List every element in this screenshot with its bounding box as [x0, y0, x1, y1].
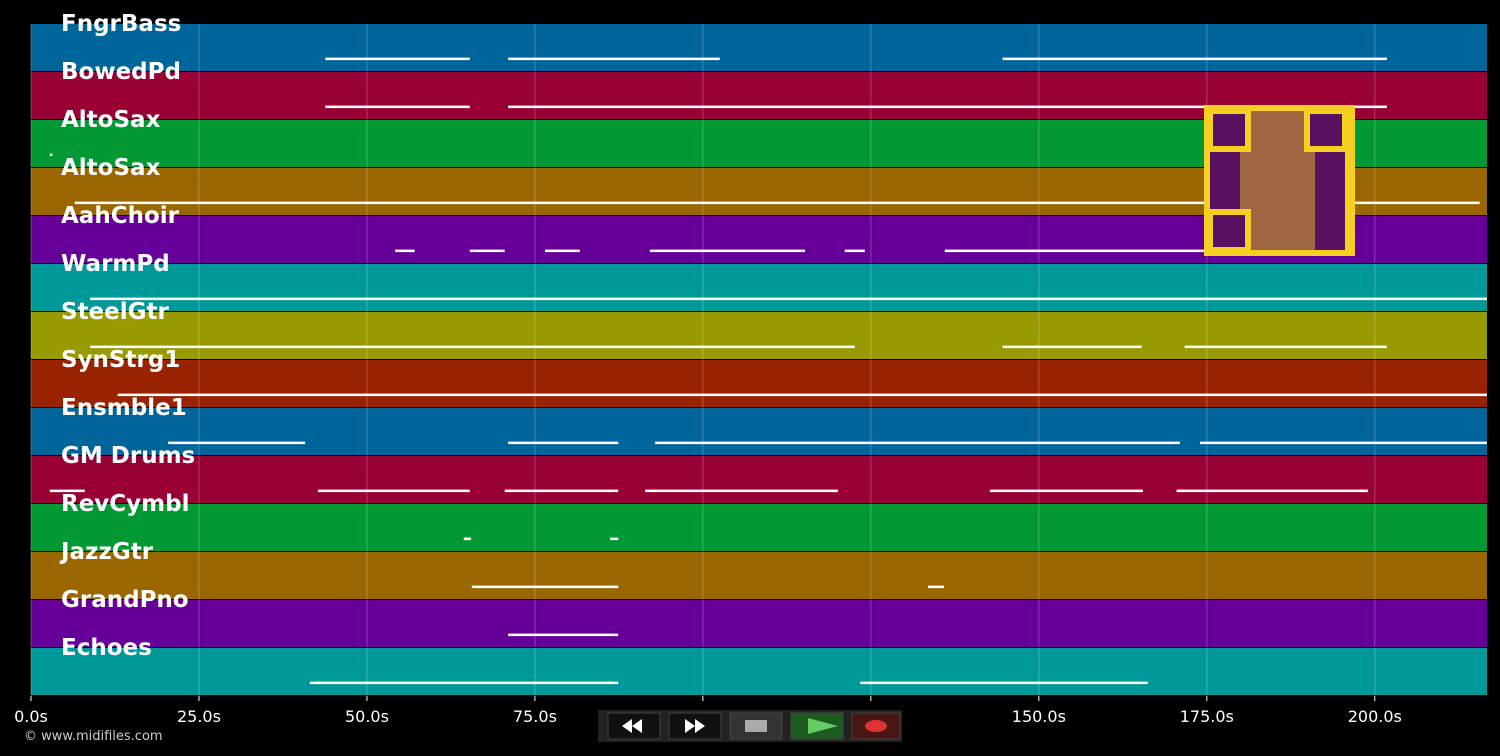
track-name: RevCymbl [61, 491, 190, 517]
x-tick-label: 25.0s [177, 707, 221, 726]
x-tick-label: 200.0s [1348, 707, 1402, 726]
note [504, 489, 619, 493]
note [1200, 441, 1487, 445]
note [508, 57, 720, 61]
note [49, 153, 53, 157]
note [309, 681, 619, 685]
track-band [31, 648, 1487, 695]
track-name: WarmPd [61, 251, 170, 277]
record-button[interactable] [851, 712, 901, 740]
qr-finder [1207, 108, 1251, 152]
note [860, 681, 1148, 685]
note [117, 393, 1487, 397]
track-name: AltoSax [61, 155, 161, 181]
note [469, 249, 505, 253]
track-name: SteelGtr [61, 299, 170, 325]
track-name: SynStrg1 [61, 347, 180, 373]
track-name: AltoSax [61, 107, 161, 133]
track-band [31, 504, 1487, 551]
note [74, 201, 1480, 205]
note [90, 345, 855, 349]
forward-button[interactable] [668, 712, 722, 740]
note [944, 249, 1230, 253]
track-band [31, 264, 1487, 311]
note [168, 441, 306, 445]
note [1184, 345, 1387, 349]
note [471, 585, 619, 589]
track-band [31, 312, 1487, 359]
qr-finder [1207, 209, 1251, 253]
note [508, 441, 619, 445]
note [325, 57, 470, 61]
x-tick-label: 150.0s [1012, 707, 1066, 726]
note [317, 489, 470, 493]
note [655, 441, 1180, 445]
note [610, 537, 619, 541]
track-band [31, 600, 1487, 647]
note [1002, 57, 1387, 61]
note [649, 249, 806, 253]
track-name: AahChoir [61, 203, 180, 229]
note [989, 489, 1143, 493]
qr-code [1204, 105, 1355, 256]
note [645, 489, 838, 493]
note [508, 633, 619, 637]
track-band [31, 360, 1487, 407]
stop-button[interactable] [729, 712, 783, 740]
note [508, 105, 1387, 109]
x-tick-label: 175.0s [1180, 707, 1234, 726]
track-name: Echoes [61, 635, 152, 661]
x-tick-label: 0.0s [14, 707, 48, 726]
track-name: BowedPd [61, 59, 181, 85]
track-name: FngrBass [61, 11, 181, 37]
note [844, 249, 865, 253]
track-name: GM Drums [61, 443, 195, 469]
track-name: GrandPno [61, 587, 189, 613]
tracks [31, 24, 1487, 695]
track-band [31, 408, 1487, 455]
qr-finder [1304, 108, 1348, 152]
note [545, 249, 580, 253]
note [1176, 489, 1369, 493]
x-tick-label: 75.0s [513, 707, 557, 726]
qr-pattern [1240, 111, 1315, 250]
toolbar [598, 710, 902, 742]
note [90, 297, 1487, 301]
note [325, 105, 470, 109]
track-band [31, 456, 1487, 503]
track-band [31, 552, 1487, 599]
note [395, 249, 415, 253]
track-band [31, 24, 1487, 71]
track-name: Ensmble1 [61, 395, 187, 421]
track-name: JazzGtr [59, 539, 154, 565]
note [927, 585, 945, 589]
note [463, 537, 472, 541]
footer: © www.midifiles.com [24, 729, 163, 744]
play-button[interactable] [790, 712, 844, 740]
note [49, 489, 85, 493]
note [1002, 345, 1142, 349]
rewind-button[interactable] [607, 712, 661, 740]
x-tick-label: 50.0s [345, 707, 389, 726]
